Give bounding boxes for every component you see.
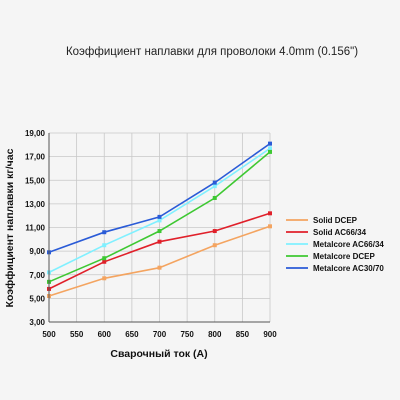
y-tick-label: 5,00: [29, 294, 45, 303]
axes: 3,00 5,00 7,00 9,00 11,00 13,00 15,00 17,00 19,0…: [25, 129, 277, 339]
y-tick-label: 13,00: [25, 200, 46, 209]
data-point: [102, 256, 107, 261]
x-axis-label: Сварочный ток (A): [110, 348, 207, 360]
y-tick-label: 9,00: [29, 247, 45, 256]
data-point: [268, 146, 272, 151]
data-point: [157, 265, 162, 270]
x-tick-label: 900: [263, 330, 277, 339]
legend-item: Solid DCEP: [286, 216, 358, 225]
x-tick-label: 750: [180, 330, 194, 339]
data-point: [268, 141, 272, 146]
x-tick-label: 500: [42, 330, 56, 339]
data-point: [157, 214, 162, 219]
data-point: [102, 259, 107, 264]
y-tick-label: 11,00: [25, 224, 45, 233]
data-point: [157, 218, 162, 223]
grid: [48, 132, 271, 323]
legend-item: Metalcore AC30/70: [286, 264, 384, 273]
data-point: [268, 149, 272, 154]
y-tick-label: 17,00: [25, 153, 46, 162]
legend-label: Metalcore DCEP: [313, 252, 375, 261]
data-point: [102, 230, 107, 235]
y-tick-label: 15,00: [25, 176, 46, 185]
y-tick-label: 3,00: [29, 318, 45, 327]
x-tick-label: 850: [236, 330, 250, 339]
data-point: [157, 239, 162, 244]
data-point: [157, 229, 162, 234]
y-tick-label: 19,00: [25, 129, 46, 138]
legend-item: Metalcore DCEP: [286, 252, 375, 261]
x-tick-label: 650: [125, 330, 139, 339]
legend-item: Solid AC66/34: [286, 228, 367, 237]
data-point: [268, 224, 272, 229]
legend: Solid DCEP Solid AC66/34 Metalcore AC66/34…: [286, 216, 384, 273]
data-point: [212, 184, 217, 189]
data-point: [212, 195, 217, 200]
legend-item: Metalcore AC66/34: [286, 240, 384, 249]
legend-label: Metalcore AC30/70: [313, 264, 384, 273]
chart-title: Коэффициент наплавки для проволоки 4.0mm…: [66, 46, 358, 58]
data-point: [102, 276, 107, 281]
legend-label: Solid AC66/34: [313, 228, 367, 237]
legend-label: Metalcore AC66/34: [313, 240, 384, 249]
x-tick-label: 600: [98, 330, 112, 339]
data-point: [212, 229, 217, 234]
legend-label: Solid DCEP: [313, 216, 358, 225]
data-point: [212, 243, 217, 248]
x-tick-label: 800: [208, 330, 222, 339]
data-point: [102, 243, 107, 248]
x-tick-label: 550: [70, 330, 84, 339]
data-point: [212, 180, 217, 185]
y-axis-label: Коэффициент наплавки кг/час: [4, 148, 16, 307]
x-tick-label: 700: [153, 330, 167, 339]
y-tick-label: 7,00: [29, 271, 45, 280]
data-point: [268, 211, 272, 216]
